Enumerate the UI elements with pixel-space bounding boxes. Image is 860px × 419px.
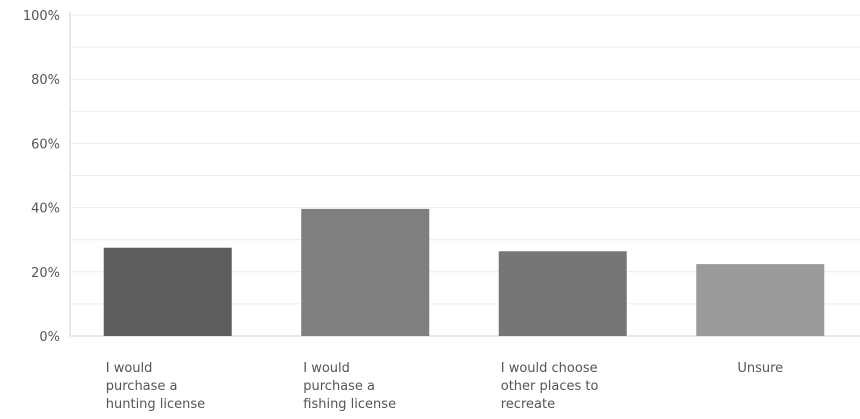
- bar: [498, 251, 627, 336]
- y-tick-labels: 0% 20% 40% 60% 80% 100%: [23, 9, 60, 345]
- category-label: I would purchase a fishing license: [303, 361, 396, 412]
- bar: [696, 264, 825, 336]
- category-label-line: I would: [303, 361, 350, 376]
- y-tick-label: 40%: [31, 202, 60, 217]
- category-label-line: recreate: [501, 397, 555, 412]
- y-tick-label: 100%: [23, 9, 60, 24]
- category-label-line: purchase a: [106, 379, 178, 394]
- category-label-line: Unsure: [737, 361, 783, 376]
- category-label-line: other places to: [501, 379, 599, 394]
- category-label-line: I would: [106, 361, 153, 376]
- category-label-line: fishing license: [303, 397, 396, 412]
- category-label: I would choose other places to recreate: [501, 361, 599, 412]
- category-label-line: purchase a: [303, 379, 375, 394]
- category-label-line: I would choose: [501, 361, 598, 376]
- y-tick-label: 80%: [31, 73, 60, 88]
- category-label-line: hunting license: [106, 397, 205, 412]
- category-label: Unsure: [737, 361, 783, 376]
- category-labels: I would purchase a hunting license I would p…: [106, 361, 783, 412]
- y-tick-label: 0%: [39, 330, 60, 345]
- bars: [103, 208, 825, 336]
- y-tick-label: 60%: [31, 137, 60, 152]
- category-label: I would purchase a hunting license: [106, 361, 205, 412]
- bar: [301, 208, 430, 336]
- bar: [103, 247, 232, 336]
- y-tick-label: 20%: [31, 266, 60, 281]
